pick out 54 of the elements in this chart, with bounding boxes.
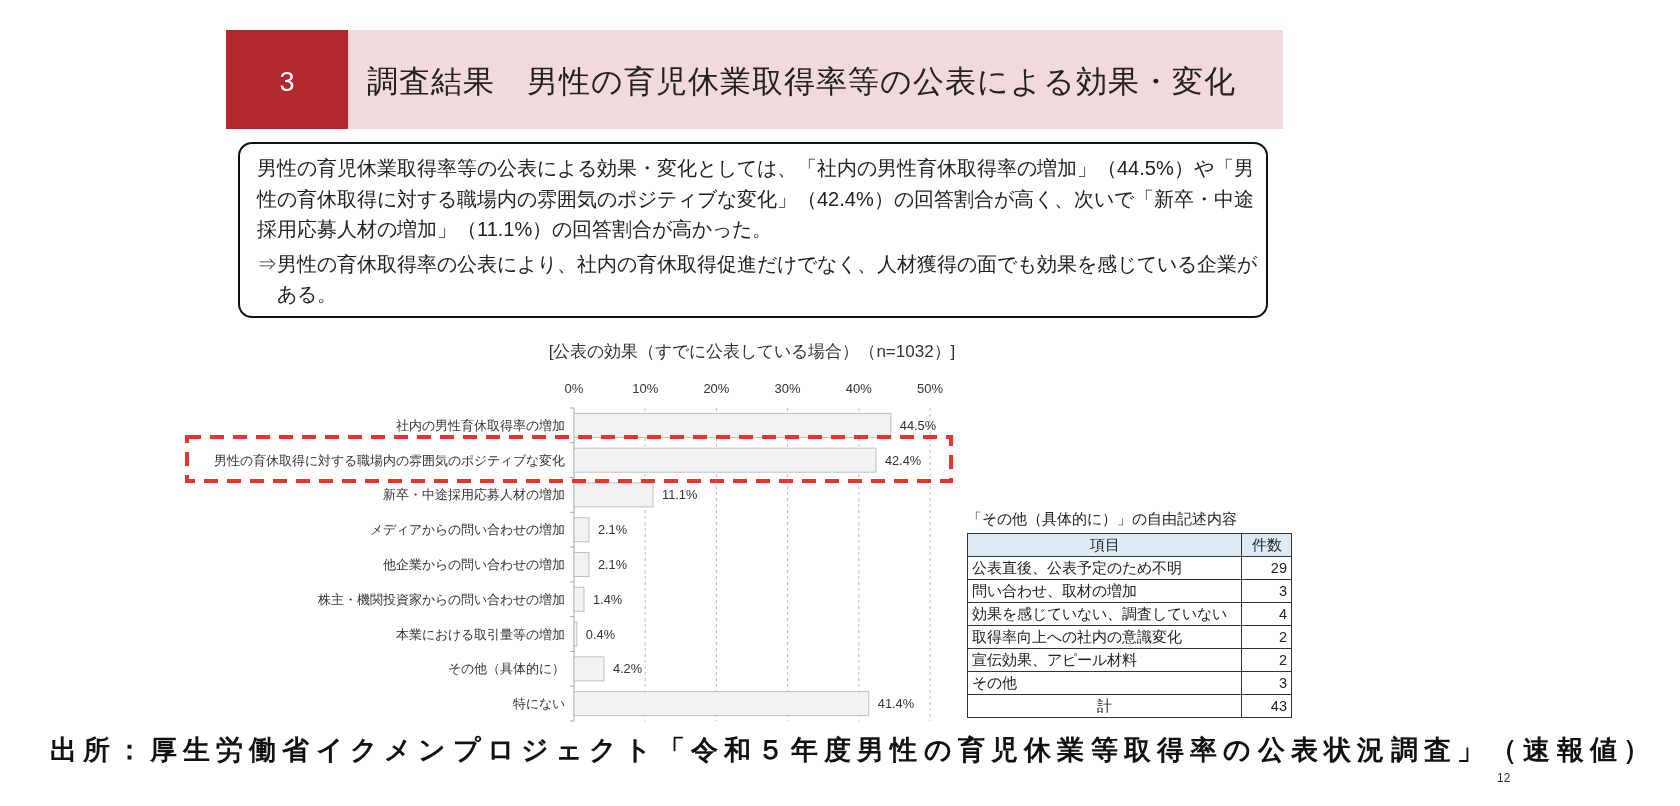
data-label: 0.4% xyxy=(585,626,616,642)
y-tick-label: 男性の育休取得に対する職場内の雰囲気のポジティブな変化 xyxy=(214,452,565,468)
category-label: 取得率向上への社内の意識変化 xyxy=(967,625,1242,649)
data-label: 44.5% xyxy=(899,417,937,433)
data-label: 29 xyxy=(1241,556,1292,580)
x-tick-label: 0% xyxy=(564,380,584,396)
category-label: 問い合わせ、取材の増加 xyxy=(967,579,1242,603)
data-label: 3 xyxy=(1241,671,1292,695)
text: 12 xyxy=(1497,771,1511,785)
x-tick-label: 30% xyxy=(774,380,802,396)
data-label: 3 xyxy=(1241,579,1292,603)
data-label: 43 xyxy=(1241,694,1292,718)
y-tick-label: 他企業からの問い合わせの増加 xyxy=(383,557,565,572)
bar xyxy=(573,656,605,682)
data-label: 41.4% xyxy=(877,696,915,712)
bar xyxy=(573,586,585,612)
data-label: 2.1% xyxy=(597,522,628,538)
text: 項目 xyxy=(967,533,1242,557)
chart-title: [公表の効果（すでに公表している場合）（n=1032）] xyxy=(548,341,956,361)
data-label: 2 xyxy=(1241,625,1292,649)
y-tick-label: その他（具体的に） xyxy=(448,661,565,677)
data-label: 11.1% xyxy=(662,487,698,503)
text: 男性の育児休業取得率等の公表による効果・変化としては、「社内の男性育休取得率の増加」（44.5%）や「男性の育休取得に対する職場内の雰囲気のポジティブな変化」（42.4%）の回答割合が高く、次いで「新卒・中途採用応募人材の増加」（11.1%）の回答割合が高かった。 xyxy=(257,156,1255,242)
data-label: 4.2% xyxy=(612,661,643,677)
y-tick-label: メディアからの問い合わせの増加 xyxy=(370,522,565,538)
text: 件数 xyxy=(1241,533,1292,557)
y-tick-label: 特にない xyxy=(513,696,565,712)
bar xyxy=(573,517,590,543)
text: ⇒男性の育休取得率の公表により、社内の育休取得促進だけでなく、人材獲得の面でも効果を感じている企業がある。 xyxy=(257,251,1258,307)
bar xyxy=(573,621,578,647)
text: 出所：厚生労働省イクメンプロジェクト「令和５年度男性の育児休業等取得率の公表状況調査」（速報値） xyxy=(50,735,1650,765)
data-label: 2.1% xyxy=(597,557,628,572)
text: 「その他（具体的に）」の自由記述内容 xyxy=(967,509,1237,529)
category-label: その他 xyxy=(967,671,1242,695)
y-tick-label: 株主・機関投資家からの問い合わせの増加 xyxy=(317,591,565,607)
category-label: 効果を感じていない、調査していない xyxy=(967,602,1242,626)
category-label: 計 xyxy=(967,694,1242,718)
bar xyxy=(573,482,654,508)
category-label: 公表直後、公表予定のため不明 xyxy=(967,556,1242,580)
bar xyxy=(573,552,590,577)
text: 調査結果 男性の育児休業取得率等の公表による効果・変化 xyxy=(367,63,1236,101)
text: 3 xyxy=(226,30,348,129)
y-tick-label: 本業における取引量等の増加 xyxy=(396,626,565,642)
y-tick-label: 新卒・中途採用応募人材の増加 xyxy=(383,487,565,503)
x-tick-label: 20% xyxy=(703,380,730,396)
category-label: 宣伝効果、アピール材料 xyxy=(967,648,1242,672)
data-label: 42.4% xyxy=(884,452,922,468)
data-label: 4 xyxy=(1241,602,1292,626)
data-label: 2 xyxy=(1241,648,1292,672)
y-tick-label: 社内の男性育休取得率の増加 xyxy=(396,417,565,433)
data-label: 1.4% xyxy=(592,591,623,607)
x-tick-label: 40% xyxy=(845,380,873,396)
x-tick-label: 10% xyxy=(632,380,659,396)
x-tick-label: 50% xyxy=(916,380,944,396)
